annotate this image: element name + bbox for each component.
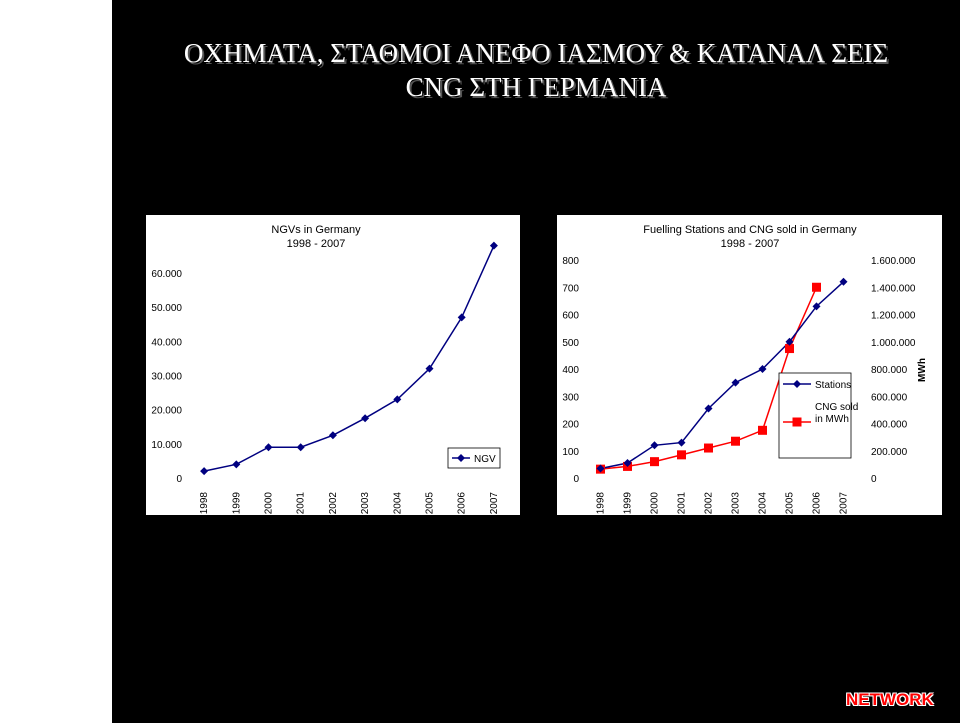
x-tick-label: 2001 xyxy=(677,492,688,515)
ngv-data-point xyxy=(296,443,305,452)
y-tick-label: 40.000 xyxy=(151,337,182,348)
x-tick-label: 2007 xyxy=(839,492,850,515)
stations-data-point xyxy=(731,378,740,387)
ngv-data-point xyxy=(264,443,273,452)
ngv-data-point xyxy=(425,364,434,373)
x-tick-label: 1998 xyxy=(596,492,607,515)
stations-chart-panel: Fuelling Stations and CNG sold in German… xyxy=(557,215,942,515)
y-tick-label: 0 xyxy=(176,474,182,485)
ngv-chart: NGVs in Germany 1998 - 2007 0 10.000 20.000 3… xyxy=(151,224,501,515)
x-tick-label: 2000 xyxy=(650,492,661,515)
legend-marker xyxy=(457,454,465,462)
y-tick-label: 50.000 xyxy=(151,303,182,314)
stations-data-point xyxy=(839,277,848,286)
y-right-tick-label: 1.400.000 xyxy=(871,283,916,294)
slide-title-line-1: ΟΧΗΜΑΤΑ, ΣΤΑΘΜΟΙ ΑΝΕΦΟ ΙΑΣΜΟΥ & ΚΑΤΑΝΑΛ … xyxy=(183,38,889,68)
legend-box xyxy=(447,447,501,469)
stations-data-point xyxy=(623,459,632,468)
y-left-tick-label: 100 xyxy=(562,447,579,458)
ngv-data-point xyxy=(489,241,498,250)
x-tick-label: 2006 xyxy=(457,492,468,515)
x-tick-label: 2004 xyxy=(758,492,769,515)
x-tick-label: 1998 xyxy=(199,492,210,515)
x-tick-label: 2000 xyxy=(264,492,275,515)
ngv-data-point xyxy=(393,395,402,404)
y-tick-label: 60.000 xyxy=(151,269,182,280)
ngv-data-point xyxy=(232,460,241,469)
x-tick-label: 1999 xyxy=(623,492,634,515)
x-tick-label: 2003 xyxy=(731,492,742,515)
legend-stations-marker xyxy=(793,380,801,388)
chart-title: NGVs in Germany xyxy=(271,224,361,236)
legend-cng-label: CNG sold in MWh xyxy=(815,402,858,425)
x-tick-label: 2006 xyxy=(812,492,823,515)
stations-data-point xyxy=(677,438,686,447)
y-left-tick-label: 600 xyxy=(562,311,579,322)
x-tick-label: 2002 xyxy=(704,492,715,515)
y-left-tick-label: 700 xyxy=(562,283,579,294)
y-left-tick-label: 800 xyxy=(562,256,579,267)
stations-data-point xyxy=(596,464,605,473)
ngv-chart-panel: NGVs in Germany 1998 - 2007 0 10.000 20.000 3… xyxy=(146,215,520,515)
x-tick-label: 2004 xyxy=(392,492,403,515)
cng-data-point xyxy=(677,450,686,460)
y-right-tick-label: 0 xyxy=(871,474,877,485)
cng-data-point xyxy=(812,282,821,292)
legend-box xyxy=(778,372,852,459)
x-tick-label: 2002 xyxy=(328,492,339,515)
stations-data-point xyxy=(785,337,794,346)
y-right-tick-label: 200.000 xyxy=(871,447,908,458)
y-left-tick-label: 500 xyxy=(562,338,579,349)
x-tick-label: 2003 xyxy=(360,492,371,515)
legend-stations-label: Stations xyxy=(815,380,851,391)
y-right-tick-label: 1.000.000 xyxy=(871,338,916,349)
ngv-data-point xyxy=(457,313,466,322)
x-tick-label: 2005 xyxy=(785,492,796,515)
x-tick-label: 2001 xyxy=(296,492,307,515)
y-right-tick-label: 1.200.000 xyxy=(871,311,916,322)
y-tick-label: 20.000 xyxy=(151,406,182,417)
y-right-tick-label: 400.000 xyxy=(871,420,908,431)
stations-data-point xyxy=(812,302,821,311)
ngv-data-point xyxy=(361,414,370,423)
x-tick-label: 2005 xyxy=(425,492,436,515)
cng-data-point xyxy=(785,344,794,354)
y-left-tick-label: 400 xyxy=(562,365,579,376)
chart-subtitle: 1998 - 2007 xyxy=(287,238,346,250)
network-logo: NETWORK xyxy=(846,690,934,709)
cng-data-point xyxy=(731,436,740,446)
y-right-axis-label: MWh xyxy=(917,358,928,382)
stations-chart: Fuelling Stations and CNG sold in German… xyxy=(562,224,928,515)
y-right-tick-label: 1.600.000 xyxy=(871,256,916,267)
stations-data-point xyxy=(650,441,659,450)
cng-data-point xyxy=(650,457,659,467)
cng-data-point xyxy=(704,443,713,453)
x-tick-label: 2007 xyxy=(489,492,500,515)
y-tick-label: 30.000 xyxy=(151,372,182,383)
stations-data-point xyxy=(704,404,713,413)
cng-data-point xyxy=(758,425,767,435)
ngv-data-point xyxy=(328,431,337,440)
y-right-tick-label: 600.000 xyxy=(871,392,908,403)
y-left-tick-label: 200 xyxy=(562,420,579,431)
slide-title-line-2: CNG ΣΤΗ ΓΕΡΜΑΝΙΑ xyxy=(405,72,667,102)
legend-cng-marker xyxy=(792,417,802,427)
y-left-tick-label: 0 xyxy=(573,474,579,485)
y-right-tick-label: 800.000 xyxy=(871,365,908,376)
ngv-series-line xyxy=(203,245,495,472)
chart-title: Fuelling Stations and CNG sold in German… xyxy=(643,224,857,236)
stations-series-line xyxy=(600,281,845,470)
y-left-tick-label: 300 xyxy=(562,392,579,403)
stations-data-point xyxy=(758,365,767,373)
x-tick-label: 1999 xyxy=(231,492,242,515)
ngv-data-point xyxy=(200,467,209,476)
legend-label: NGV xyxy=(474,454,496,465)
chart-subtitle: 1998 - 2007 xyxy=(721,238,780,250)
y-tick-label: 10.000 xyxy=(151,440,182,451)
